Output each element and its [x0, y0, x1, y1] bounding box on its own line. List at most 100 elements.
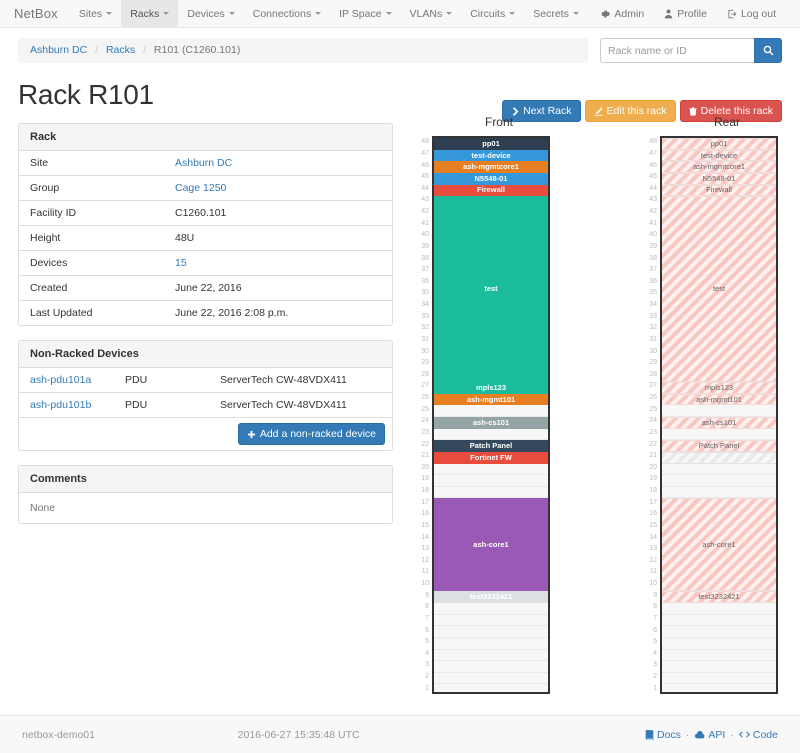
nav-item-ip-space[interactable]: IP Space	[330, 0, 400, 27]
rack-unit-slot[interactable]	[434, 626, 548, 638]
rack-device-front[interactable]: Fortinet FW	[434, 451, 548, 464]
rack-device-front[interactable]: test-device	[434, 149, 548, 162]
rack-unit-slot[interactable]	[434, 463, 548, 476]
rack-unit-slot[interactable]	[662, 661, 776, 673]
nav-item-vlans[interactable]: VLANs	[401, 0, 462, 27]
rack-unit-slot[interactable]	[434, 475, 548, 487]
nav-item-connections[interactable]: Connections	[244, 0, 330, 27]
next-rack-button[interactable]: Next Rack	[502, 100, 581, 122]
rack-unit-slot[interactable]	[662, 405, 776, 417]
rack-unit-slot[interactable]	[434, 637, 548, 650]
rack-unit-slot[interactable]	[662, 684, 776, 692]
rack-device-rear[interactable]: pp01	[662, 138, 776, 150]
nav-log-out-link[interactable]: Log out	[717, 0, 786, 27]
rack-info-value-link[interactable]: Cage 1250	[175, 182, 227, 194]
rack-unit-slot[interactable]	[662, 486, 776, 499]
rack-device-rear[interactable]: test	[662, 196, 776, 383]
rack-info-value-link[interactable]: Ashburn DC	[175, 157, 233, 169]
rack-device-label: test3232421	[469, 592, 513, 602]
nav-item-circuits[interactable]: Circuits	[461, 0, 524, 27]
rack-unit-slot[interactable]	[662, 603, 776, 615]
nav-item-secrets[interactable]: Secrets	[524, 0, 588, 27]
rack-device-label: ash-core1	[473, 539, 509, 549]
rack-unit-slot[interactable]	[662, 672, 776, 685]
nonracked-panel-heading: Non-Racked Devices	[19, 341, 392, 368]
nav-item-label: Devices	[187, 7, 225, 20]
rack-unit-slot[interactable]	[434, 649, 548, 662]
chevron-down-icon	[106, 12, 113, 15]
rack-device-rear[interactable]: test-device	[662, 149, 776, 162]
rack-unit-slot[interactable]	[662, 649, 776, 662]
nav-profile-link[interactable]: Profile	[654, 0, 717, 27]
rack-device-front[interactable]: N5548-01	[434, 172, 548, 185]
rack-unit-slot[interactable]	[662, 614, 776, 627]
rack-device-rear[interactable]: ash-mgmt101	[662, 393, 776, 406]
rack-device-front[interactable]: Patch Panel	[434, 440, 548, 452]
search-input[interactable]	[600, 38, 754, 63]
rack-device-front[interactable]: Firewall	[434, 184, 548, 197]
rack-unit-slot[interactable]	[434, 672, 548, 685]
rack-unit-slot[interactable]	[662, 428, 776, 441]
rack-info-key: Group	[19, 175, 164, 201]
nonracked-device-link[interactable]: ash-pdu101b	[30, 399, 92, 411]
rack-device-rear[interactable]: ash-core1	[662, 498, 776, 592]
nonracked-devices-panel: Non-Racked Devices ash-pdu101a PDU ServerT…	[18, 340, 393, 451]
rack-device-rear[interactable]: Firewall	[662, 184, 776, 197]
search-button[interactable]	[754, 38, 782, 63]
rack-unit-slot[interactable]	[434, 486, 548, 499]
rack-device-rear[interactable]	[662, 451, 776, 464]
rack-device-front[interactable]: pp01	[434, 138, 548, 150]
main-navbar: NetBox Sites Racks Devices Connections IP Sp…	[0, 0, 800, 28]
rack-device-front[interactable]: test3232421	[434, 591, 548, 603]
rack-device-front[interactable]: ash-mgmt101	[434, 393, 548, 406]
nonracked-device-link[interactable]: ash-pdu101a	[30, 374, 92, 386]
rack-device-rear[interactable]: test3232421	[662, 591, 776, 603]
nonracked-device-name-cell: ash-pdu101b	[19, 392, 114, 417]
rack-device-rear[interactable]: ash-cs101	[662, 417, 776, 429]
nonracked-devices-table: ash-pdu101a PDU ServerTech CW-48VDX411 ash-…	[19, 368, 392, 417]
plus-icon	[247, 430, 256, 439]
rack-unit-slot[interactable]	[662, 637, 776, 650]
footer-link-docs[interactable]: Docs	[645, 729, 681, 741]
rack-device-front[interactable]: ash-mgmtcore1	[434, 161, 548, 173]
rack-info-row: Height 48U	[19, 225, 392, 251]
edit-rack-button[interactable]: Edit this rack	[584, 100, 676, 122]
rack-unit-slot[interactable]	[434, 405, 548, 417]
nav-item-sites[interactable]: Sites	[70, 0, 121, 27]
rack-unit-slot[interactable]	[434, 603, 548, 615]
nav-item-devices[interactable]: Devices	[178, 0, 243, 27]
add-nonracked-device-button[interactable]: Add a non-racked device	[237, 423, 385, 445]
brand-logo[interactable]: NetBox	[14, 6, 58, 21]
rack-device-rear[interactable]: ash-mgmtcore1	[662, 161, 776, 173]
rack-device-front[interactable]: test	[434, 196, 548, 383]
breadcrumb-site[interactable]: Ashburn DC	[30, 44, 88, 56]
rack-unit-label: 30	[421, 347, 429, 355]
rack-info-key: Last Updated	[19, 300, 164, 325]
rack-unit-slot[interactable]	[434, 661, 548, 673]
rack-info-value-cell: June 22, 2016	[164, 275, 392, 301]
rack-device-rear[interactable]: mpls123	[662, 382, 776, 394]
breadcrumb-racks[interactable]: Racks	[105, 44, 136, 56]
rack-unit-slot[interactable]	[434, 614, 548, 627]
rack-device-front[interactable]: mpls123	[434, 382, 548, 394]
rack-unit-slot[interactable]	[662, 626, 776, 638]
delete-rack-button[interactable]: Delete this rack	[679, 100, 782, 122]
footer-link-api[interactable]: API	[694, 729, 725, 741]
rack-unit-slot[interactable]	[434, 684, 548, 692]
rack-info-value-link[interactable]: 15	[175, 257, 187, 269]
nav-item-racks[interactable]: Racks	[121, 0, 179, 27]
chevron-down-icon	[509, 12, 516, 15]
rack-unit-slot[interactable]	[662, 463, 776, 476]
rack-device-front[interactable]: ash-cs101	[434, 417, 548, 429]
footer-link-code[interactable]: Code	[738, 729, 778, 741]
rack-unit-slot[interactable]	[662, 475, 776, 487]
rack-device-rear[interactable]: N5548-01	[662, 172, 776, 185]
rack-info-row: Group Cage 1250	[19, 175, 392, 201]
rack-unit-label: 30	[649, 347, 657, 355]
nav-admin-link[interactable]: Admin	[590, 0, 654, 27]
rack-unit-label: 6	[425, 626, 429, 634]
footer-link-separator: ·	[730, 728, 734, 741]
rack-device-rear[interactable]: Patch Panel	[662, 440, 776, 452]
rack-device-front[interactable]: ash-core1	[434, 498, 548, 592]
rack-unit-slot[interactable]	[434, 428, 548, 441]
